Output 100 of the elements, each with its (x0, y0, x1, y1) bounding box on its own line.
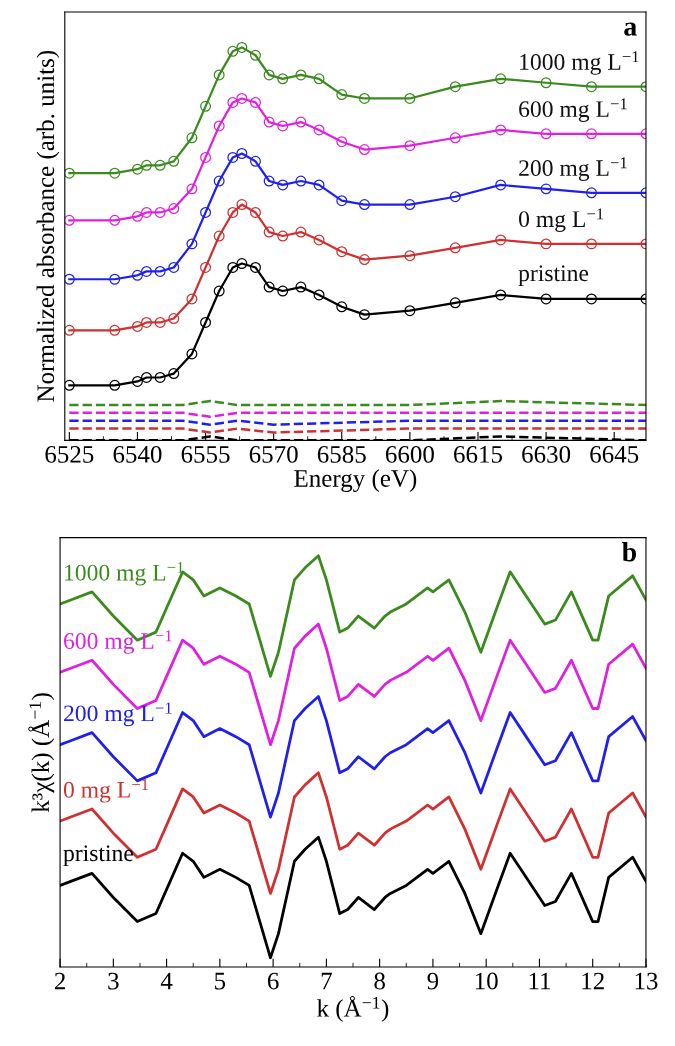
point (200, 100, 212, 112)
point (540, 293, 552, 305)
point (358, 199, 370, 211)
x-tick-label: 6570 (249, 445, 298, 463)
point (131, 320, 143, 332)
point (200, 151, 212, 163)
x-tick-label: 8 (374, 972, 385, 990)
point (64, 324, 75, 336)
point (277, 120, 289, 132)
x-tick-label: 2 (54, 972, 65, 990)
y-axis-title: k³χ(k) (Å$^{−1}$) (28, 693, 55, 813)
point (131, 375, 143, 387)
point (141, 206, 153, 218)
point (336, 195, 348, 207)
x-tick-label: 6615 (454, 446, 502, 463)
point (131, 269, 143, 281)
point (358, 254, 370, 266)
x-tick-label: 7 (321, 972, 332, 990)
point (540, 238, 552, 250)
point (236, 148, 248, 159)
x-tick-label: 13 (635, 972, 658, 990)
series-label: 200 mg L$^{−1}$ (519, 157, 627, 181)
point (227, 261, 239, 273)
point (168, 368, 180, 380)
point (236, 41, 248, 53)
point (295, 175, 307, 187)
series-label: 0 mg L$^{−1}$ (519, 208, 604, 232)
point (227, 45, 239, 57)
point (540, 183, 552, 195)
series-label: 600 mg L$^{−1}$ (519, 98, 627, 122)
point (586, 293, 597, 305)
x-tick-label: 6600 (385, 445, 434, 463)
point (295, 116, 307, 128)
point (213, 175, 225, 187)
point (586, 187, 597, 199)
point (336, 89, 348, 101)
series-label: 200 mg L$^{−1}$ (64, 702, 172, 727)
point (263, 175, 275, 187)
point (495, 234, 507, 246)
point (227, 151, 239, 163)
x-tick-label: 3 (108, 972, 119, 990)
point (64, 214, 75, 226)
x-tick-label: 6540 (113, 445, 162, 463)
text: a (624, 22, 637, 36)
point (109, 273, 121, 285)
point (295, 281, 307, 293)
point (109, 324, 121, 336)
point (131, 163, 143, 175)
point (168, 313, 180, 325)
point (277, 230, 289, 242)
point (263, 226, 275, 238)
point (358, 144, 370, 156)
point (336, 136, 348, 148)
x-tick-label: 4 (160, 972, 173, 990)
series-label: 600 mg L$^{−1}$ (64, 630, 172, 654)
point (154, 372, 166, 383)
point (200, 261, 212, 273)
point (168, 203, 180, 215)
point (227, 96, 239, 108)
point (227, 206, 239, 218)
point (186, 293, 198, 305)
point (404, 199, 416, 211)
point (141, 316, 153, 328)
point (495, 289, 507, 301)
point (154, 316, 166, 328)
point (250, 49, 261, 61)
point (250, 96, 261, 108)
point (586, 128, 597, 140)
point (236, 199, 248, 211)
point (250, 155, 261, 167)
point (141, 372, 153, 383)
point (277, 285, 289, 297)
point (449, 81, 461, 93)
point (64, 379, 75, 391)
x-tick-label: 6525 (45, 446, 94, 463)
point (236, 258, 248, 270)
point (168, 261, 180, 273)
y-axis-title: Normalized absorbance (arb. units) (36, 50, 60, 402)
point (141, 265, 153, 277)
point (495, 179, 507, 191)
point (313, 234, 325, 246)
point (186, 132, 198, 144)
point (200, 316, 212, 328)
point (313, 73, 325, 85)
point (64, 167, 75, 179)
x-tick-label: 10 (475, 972, 498, 990)
point (109, 379, 121, 391)
point (495, 124, 507, 136)
x-axis-title: Energy (eV) (294, 469, 417, 493)
point (263, 281, 275, 293)
point (263, 116, 275, 128)
point (277, 73, 289, 85)
x-tick-label: 6555 (181, 446, 230, 463)
point (236, 92, 248, 104)
point (404, 305, 416, 317)
x-axis-title: k (Å$^{−1}$) (317, 995, 389, 1022)
point (277, 179, 289, 191)
point (336, 246, 348, 258)
point (186, 183, 198, 195)
point (449, 242, 461, 254)
